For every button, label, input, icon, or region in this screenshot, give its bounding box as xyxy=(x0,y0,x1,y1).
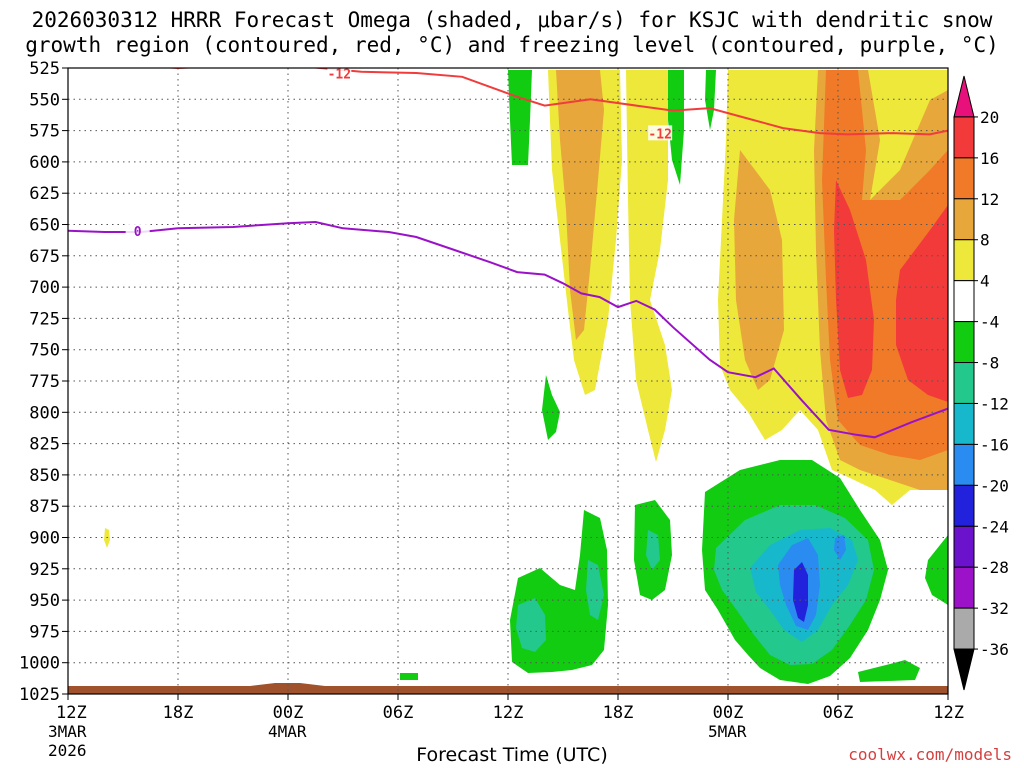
contour-label-bg-0-0 xyxy=(327,65,352,81)
omega-region-neg4-8-mid xyxy=(542,375,560,440)
y-tick-label-550: 550 xyxy=(29,90,60,110)
x-tick-label-0: 12Z xyxy=(56,703,87,723)
y-tick-label-850: 850 xyxy=(29,466,60,486)
y-tick-label-900: 900 xyxy=(29,529,60,549)
contour-label-0-1: -12 xyxy=(648,127,671,142)
omega-region-neg8-12-a xyxy=(516,598,546,652)
contour-label-1-0: 0 xyxy=(134,225,142,240)
colorbar-label-9: -20 xyxy=(980,476,1009,495)
y-tick-label-600: 600 xyxy=(29,153,60,173)
x-tick-label-1: 18Z xyxy=(163,703,194,723)
contour-label-bg-0-1 xyxy=(648,125,673,141)
colorbar-band-6 xyxy=(953,321,975,364)
colorbar-band-8 xyxy=(953,402,975,445)
omega-region-neg4-8-top-c xyxy=(705,70,716,130)
colorbar-label-3: 8 xyxy=(980,231,990,250)
y-tick-label-975: 975 xyxy=(29,622,60,642)
colorbar-band-4 xyxy=(953,239,975,282)
x-day-label-2: 4MAR xyxy=(268,722,307,741)
contour-label-bg-1-0 xyxy=(125,223,150,239)
contour-line-1 xyxy=(68,220,948,439)
contour-label-0-0: -12 xyxy=(328,67,351,82)
y-tick-label-575: 575 xyxy=(29,122,60,142)
y-tick-label-700: 700 xyxy=(29,278,60,298)
omega-region-neg4-8-bottom-b xyxy=(400,673,418,680)
colorbar-label-1: 16 xyxy=(980,149,999,168)
omega-region-16-20-left xyxy=(834,180,874,398)
x-tick-label-3: 06Z xyxy=(383,703,414,723)
colorbar-label-7: -12 xyxy=(980,394,1009,413)
x-day-label-0: 3MAR xyxy=(48,722,87,741)
y-tick-label-800: 800 xyxy=(29,403,60,423)
colorbar-label-5: -4 xyxy=(980,313,999,332)
omega-region-neg4-8-top-a xyxy=(508,70,532,165)
colorbar-label-2: 12 xyxy=(980,190,999,209)
omega-region-neg4-8-bottom-a xyxy=(858,660,920,682)
colorbar-label-12: -32 xyxy=(980,599,1009,618)
colorbar-top-triangle xyxy=(953,75,975,118)
colorbar-label-13: -36 xyxy=(980,640,1009,659)
chart-title-line-1: 2026030312 HRRR Forecast Omega (shaded, … xyxy=(31,8,993,32)
x-tick-label-8: 12Z xyxy=(933,703,964,723)
y-tick-label-525: 525 xyxy=(29,59,60,79)
omega-region-neg4-8-top-b xyxy=(668,70,684,185)
omega-region-neg8-12-b xyxy=(586,560,604,620)
colorbar-label-0: 20 xyxy=(980,108,999,127)
omega-shading xyxy=(68,70,948,694)
omega-region-neg20-24 xyxy=(793,562,808,622)
omega-region-neg4-8-right-edge xyxy=(925,535,948,605)
y-tick-label-1000: 1000 xyxy=(19,654,60,674)
colorbar-band-11 xyxy=(953,525,975,568)
x-day-label-6: 5MAR xyxy=(708,722,747,741)
x-axis-label: Forecast Time (UTC) xyxy=(416,744,608,766)
x-tick-label-6: 00Z xyxy=(713,703,744,723)
colorbar-label-10: -24 xyxy=(980,517,1009,536)
y-tick-label-675: 675 xyxy=(29,247,60,267)
omega-region-8-12-left xyxy=(556,70,604,340)
colorbar: 20 16 12 8 4 -4 -8 -12 -16 -20 -24 -28 -32 -36 xyxy=(953,75,1009,691)
colorbar-band-1 xyxy=(953,116,975,159)
y-tick-label-750: 750 xyxy=(29,341,60,361)
x-tick-label-5: 18Z xyxy=(603,703,634,723)
credit-link[interactable]: coolwx.com/models xyxy=(848,745,1012,764)
y-tick-label-950: 950 xyxy=(29,591,60,611)
x-tick-label-7: 06Z xyxy=(823,703,854,723)
colorbar-band-12 xyxy=(953,566,975,609)
colorbar-band-5 xyxy=(953,280,975,323)
x-tick-label-2: 00Z xyxy=(273,703,304,723)
colorbar-band-2 xyxy=(953,157,975,200)
y-tick-label-1025: 1025 xyxy=(19,685,60,705)
y-tick-label-775: 775 xyxy=(29,372,60,392)
omega-region-4-8-mid xyxy=(626,70,672,462)
omega-region-neg8-12-c xyxy=(646,530,660,570)
colorbar-label-4: 4 xyxy=(980,272,990,291)
contour-labels: -12 -12 0 xyxy=(125,65,673,240)
y-tick-label-725: 725 xyxy=(29,309,60,329)
x-tick-label-4: 12Z xyxy=(493,703,524,723)
y-tick-label-650: 650 xyxy=(29,216,60,236)
colorbar-band-9 xyxy=(953,443,975,486)
y-tick-label-875: 875 xyxy=(29,497,60,517)
chart-grid xyxy=(68,68,948,694)
chart-title-line-2: growth region (contoured, red, °C) and f… xyxy=(25,33,999,57)
colorbar-label-8: -16 xyxy=(980,435,1009,454)
y-tick-label-925: 925 xyxy=(29,560,60,580)
colorbar-label-11: -28 xyxy=(980,558,1009,577)
y-tick-label-625: 625 xyxy=(29,184,60,204)
colorbar-band-3 xyxy=(953,198,975,241)
colorbar-band-13 xyxy=(953,607,975,650)
colorbar-bottom-triangle xyxy=(953,648,975,691)
x-year-label-0: 2026 xyxy=(48,741,87,760)
omega-region-16-20-right xyxy=(896,205,948,402)
y-axis: 525 550 575 600 625 650 675 700 725 750 775 800 825 8… xyxy=(19,59,68,705)
colorbar-band-7 xyxy=(953,362,975,404)
omega-region-neg16-20-small xyxy=(834,535,846,560)
omega-region-8-12-right xyxy=(734,150,784,390)
colorbar-band-10 xyxy=(953,484,975,527)
y-tick-label-825: 825 xyxy=(29,435,60,455)
terrain-surface xyxy=(68,683,948,694)
colorbar-label-6: -8 xyxy=(980,354,999,373)
